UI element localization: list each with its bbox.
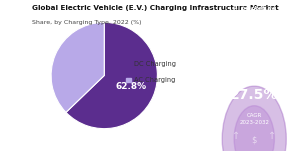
Text: $: $ (252, 136, 257, 145)
Text: Total Market Size
(USD Billion), 2022: Total Market Size (USD Billion), 2022 (228, 56, 280, 67)
Wedge shape (66, 22, 158, 129)
Circle shape (234, 106, 274, 151)
Text: 19.8 B: 19.8 B (229, 30, 279, 44)
Text: CAGR
2023-2032: CAGR 2023-2032 (239, 113, 269, 125)
Text: ↑: ↑ (268, 131, 277, 141)
Circle shape (222, 86, 286, 151)
Text: market.us: market.us (241, 6, 277, 11)
Legend: DC Charging, AC Charging: DC Charging, AC Charging (126, 61, 176, 84)
Wedge shape (51, 22, 104, 112)
Text: 27.5%: 27.5% (230, 88, 278, 102)
Text: ↑: ↑ (232, 131, 240, 141)
Text: ⊕: ⊕ (231, 6, 237, 12)
Text: Global Electric Vehicle (E.V.) Charging Infrastructure Market: Global Electric Vehicle (E.V.) Charging … (32, 5, 278, 11)
Text: 62.8%: 62.8% (116, 82, 147, 92)
Text: Share, by Charging Type, 2022 (%): Share, by Charging Type, 2022 (%) (32, 20, 141, 25)
